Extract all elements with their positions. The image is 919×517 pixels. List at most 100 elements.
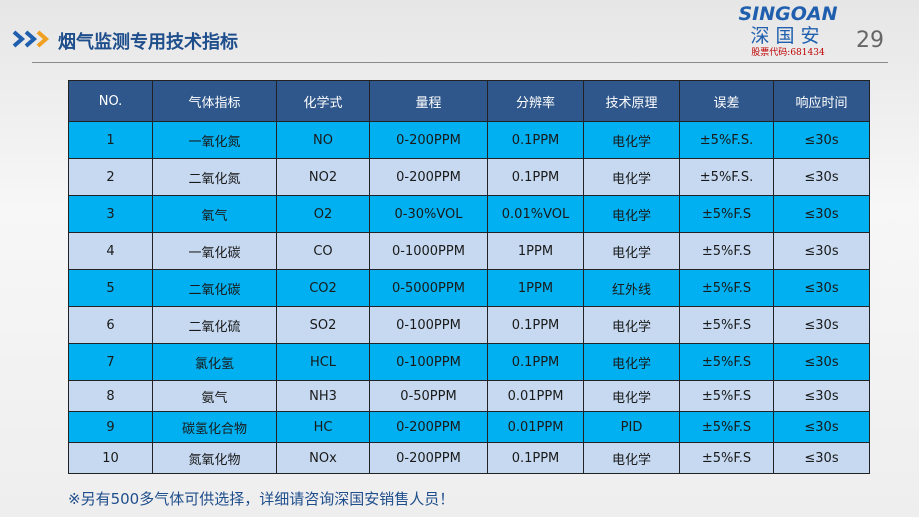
table-cell: 0.01PPM [487,411,584,443]
table-row: 7 氯化氢 HCL 0-100PPM 0.1PPM 电化学 ±5%F.S ≤30s [68,343,870,381]
table-cell: 0-30%VOL [369,195,488,233]
table-cell: 氮氧化物 [152,442,277,474]
table-cell: 氯化氢 [152,343,277,381]
table-cell: 10 [68,442,153,474]
table-cell: 电化学 [583,380,680,412]
table-cell: NOx [276,442,370,474]
table-cell: 0.1PPM [487,158,584,196]
table-row: 5 二氧化碳 CO2 0-5000PPM 1PPM 红外线 ±5%F.S ≤30s [68,269,870,307]
table-cell: ≤30s [773,232,870,270]
table-cell: 9 [68,411,153,443]
table-cell: ≤30s [773,343,870,381]
table-cell: 8 [68,380,153,412]
table-cell: ±5%F.S [679,269,774,307]
column-header: 量程 [369,80,488,122]
table-cell: 1PPM [487,269,584,307]
column-header: 化学式 [276,80,370,122]
table-cell: 0-100PPM [369,343,488,381]
table-cell: 6 [68,306,153,344]
stock-code: 股票代码:681434 [751,48,825,58]
table-cell: 0-200PPM [369,442,488,474]
logo: SINGOAN 深国安 股票代码:681434 [727,3,849,59]
table-cell: ≤30s [773,306,870,344]
table-cell: ≤30s [773,442,870,474]
table-cell: 5 [68,269,153,307]
page-title: 烟气监测专用技术指标 [58,32,238,53]
chevron-icon [12,30,50,48]
table-cell: 0-100PPM [369,306,488,344]
table-cell: 0.1PPM [487,121,584,159]
spec-table: NO. 气体指标 化学式 量程 分辨率 技术原理 误差 响应时间 1 一氧化氮 NO 0-200PP… [68,80,870,474]
table-cell: 电化学 [583,442,680,474]
table-cell: 0-200PPM [369,411,488,443]
table-cell: ±5%F.S. [679,158,774,196]
table-cell: ≤30s [773,195,870,233]
table-cell: 电化学 [583,158,680,196]
table-row: 4 一氧化碳 CO 0-1000PPM 1PPM 电化学 ±5%F.S ≤30s [68,232,870,270]
logo-cn: 深国安 [750,25,826,47]
table-cell: ±5%F.S [679,306,774,344]
table-cell: 二氧化碳 [152,269,277,307]
table-row: 2 二氧化氮 NO2 0-200PPM 0.1PPM 电化学 ±5%F.S. ≤30s [68,158,870,196]
table-cell: 1 [68,121,153,159]
table-row: 8 氨气 NH3 0-50PPM 0.01PPM 电化学 ±5%F.S ≤30s [68,380,870,412]
table-cell: 0.1PPM [487,306,584,344]
logo-en: SINGOAN [738,3,838,25]
table-row: 10 氮氧化物 NOx 0-200PPM 0.1PPM 电化学 ±5%F.S ≤30s [68,442,870,474]
table-cell: 碳氢化合物 [152,411,277,443]
table-cell: 0-200PPM [369,158,488,196]
table-cell: ±5%F.S [679,411,774,443]
table-cell: PID [583,411,680,443]
table-cell: 0-1000PPM [369,232,488,270]
table-cell: 0-5000PPM [369,269,488,307]
column-header: 技术原理 [583,80,680,122]
column-header: 误差 [679,80,774,122]
table-cell: 电化学 [583,306,680,344]
table-cell: ≤30s [773,411,870,443]
table-cell: 电化学 [583,232,680,270]
table-cell: ±5%F.S [679,195,774,233]
page-number: 29 [856,28,884,53]
table-cell: NO [276,121,370,159]
table-cell: 0.1PPM [487,343,584,381]
table-cell: ±5%F.S [679,232,774,270]
table-cell: SO2 [276,306,370,344]
table-cell: 2 [68,158,153,196]
table-cell: 4 [68,232,153,270]
table-cell: 电化学 [583,343,680,381]
table-cell: 0.01%VOL [487,195,584,233]
header-row: NO. 气体指标 化学式 量程 分辨率 技术原理 误差 响应时间 [68,80,870,122]
table-cell: NH3 [276,380,370,412]
table-cell: ≤30s [773,269,870,307]
table-cell: HCL [276,343,370,381]
table-cell: 二氧化硫 [152,306,277,344]
table-cell: 红外线 [583,269,680,307]
table-cell: 0.01PPM [487,380,584,412]
table-cell: ±5%F.S. [679,121,774,159]
table-cell: 一氧化氮 [152,121,277,159]
table-cell: 3 [68,195,153,233]
column-header: NO. [68,80,153,122]
table-row: 6 二氧化硫 SO2 0-100PPM 0.1PPM 电化学 ±5%F.S ≤30s [68,306,870,344]
table-cell: 1PPM [487,232,584,270]
column-header: 响应时间 [773,80,870,122]
table-cell: ≤30s [773,380,870,412]
table-cell: ≤30s [773,121,870,159]
table-cell: O2 [276,195,370,233]
table-row: 9 碳氢化合物 HC 0-200PPM 0.01PPM PID ±5%F.S ≤30s [68,411,870,443]
table-cell: 0.1PPM [487,442,584,474]
table-cell: 氧气 [152,195,277,233]
table-cell: 0-200PPM [369,121,488,159]
table-cell: 一氧化碳 [152,232,277,270]
table-cell: ±5%F.S [679,343,774,381]
table-cell: CO [276,232,370,270]
table-cell: ±5%F.S [679,442,774,474]
divider [32,62,888,63]
column-header: 气体指标 [152,80,277,122]
footer-note: ※另有500多气体可供选择，详细请咨询深国安销售人员！ [68,490,455,508]
table-cell: 二氧化氮 [152,158,277,196]
table-cell: CO2 [276,269,370,307]
table-cell: 电化学 [583,195,680,233]
table-row: 1 一氧化氮 NO 0-200PPM 0.1PPM 电化学 ±5%F.S. ≤30s [68,121,870,159]
table-cell: 7 [68,343,153,381]
